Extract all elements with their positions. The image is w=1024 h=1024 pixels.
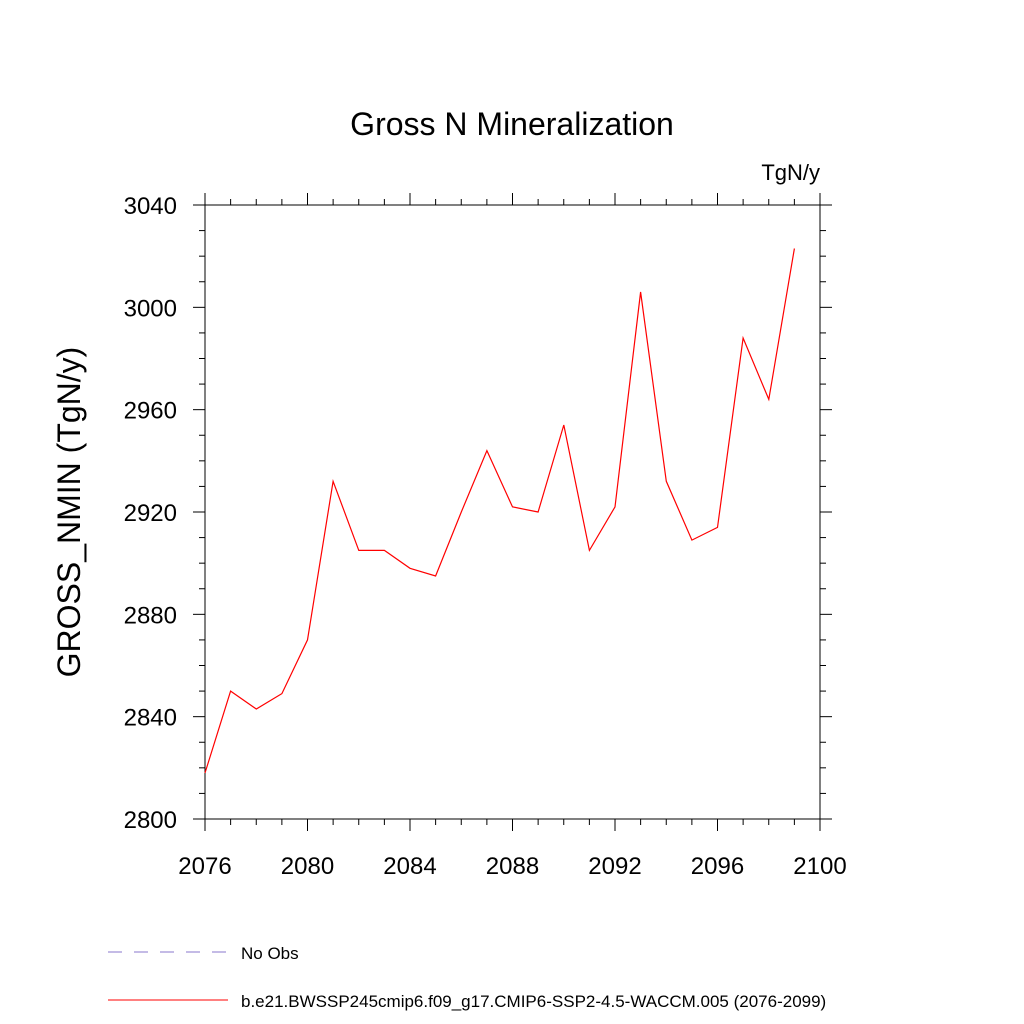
x-tick-label: 2076 (178, 853, 231, 880)
y-tick-label: 3040 (124, 193, 177, 220)
y-tick-label: 2840 (124, 705, 177, 732)
x-tick-label: 2088 (486, 853, 539, 880)
x-tick-label: 2080 (281, 853, 334, 880)
legend-label: b.e21.BWSSP245cmip6.f09_g17.CMIP6-SSP2-4… (241, 992, 826, 1011)
series-lines (204, 248, 795, 774)
plot-frame (204, 204, 821, 820)
y-tick-label: 2920 (124, 500, 177, 527)
x-tick-label: 2092 (588, 853, 641, 880)
y-tick-label: 3000 (124, 295, 177, 322)
chart-title: Gross N Mineralization (350, 106, 674, 142)
legend-label: No Obs (241, 944, 299, 963)
y-tick-label: 2880 (124, 602, 177, 629)
series-line (204, 248, 795, 774)
units-label: TgN/y (761, 160, 820, 185)
y-tick-label: 2800 (124, 807, 177, 834)
x-tick-label: 2084 (383, 853, 436, 880)
axis-ticks (193, 193, 832, 831)
tick-labels: 2076 2080 2084 2088 2092 2096 2100 2800 2840 2880… (124, 193, 847, 880)
x-tick-label: 2100 (793, 853, 846, 880)
x-tick-label: 2096 (691, 853, 744, 880)
y-tick-label: 2960 (124, 398, 177, 425)
legend: No Obs b.e21.BWSSP245cmip6.f09_g17.CMIP6-… (108, 944, 826, 1011)
y-axis-label: GROSS_NMIN (TgN/y) (51, 347, 87, 678)
